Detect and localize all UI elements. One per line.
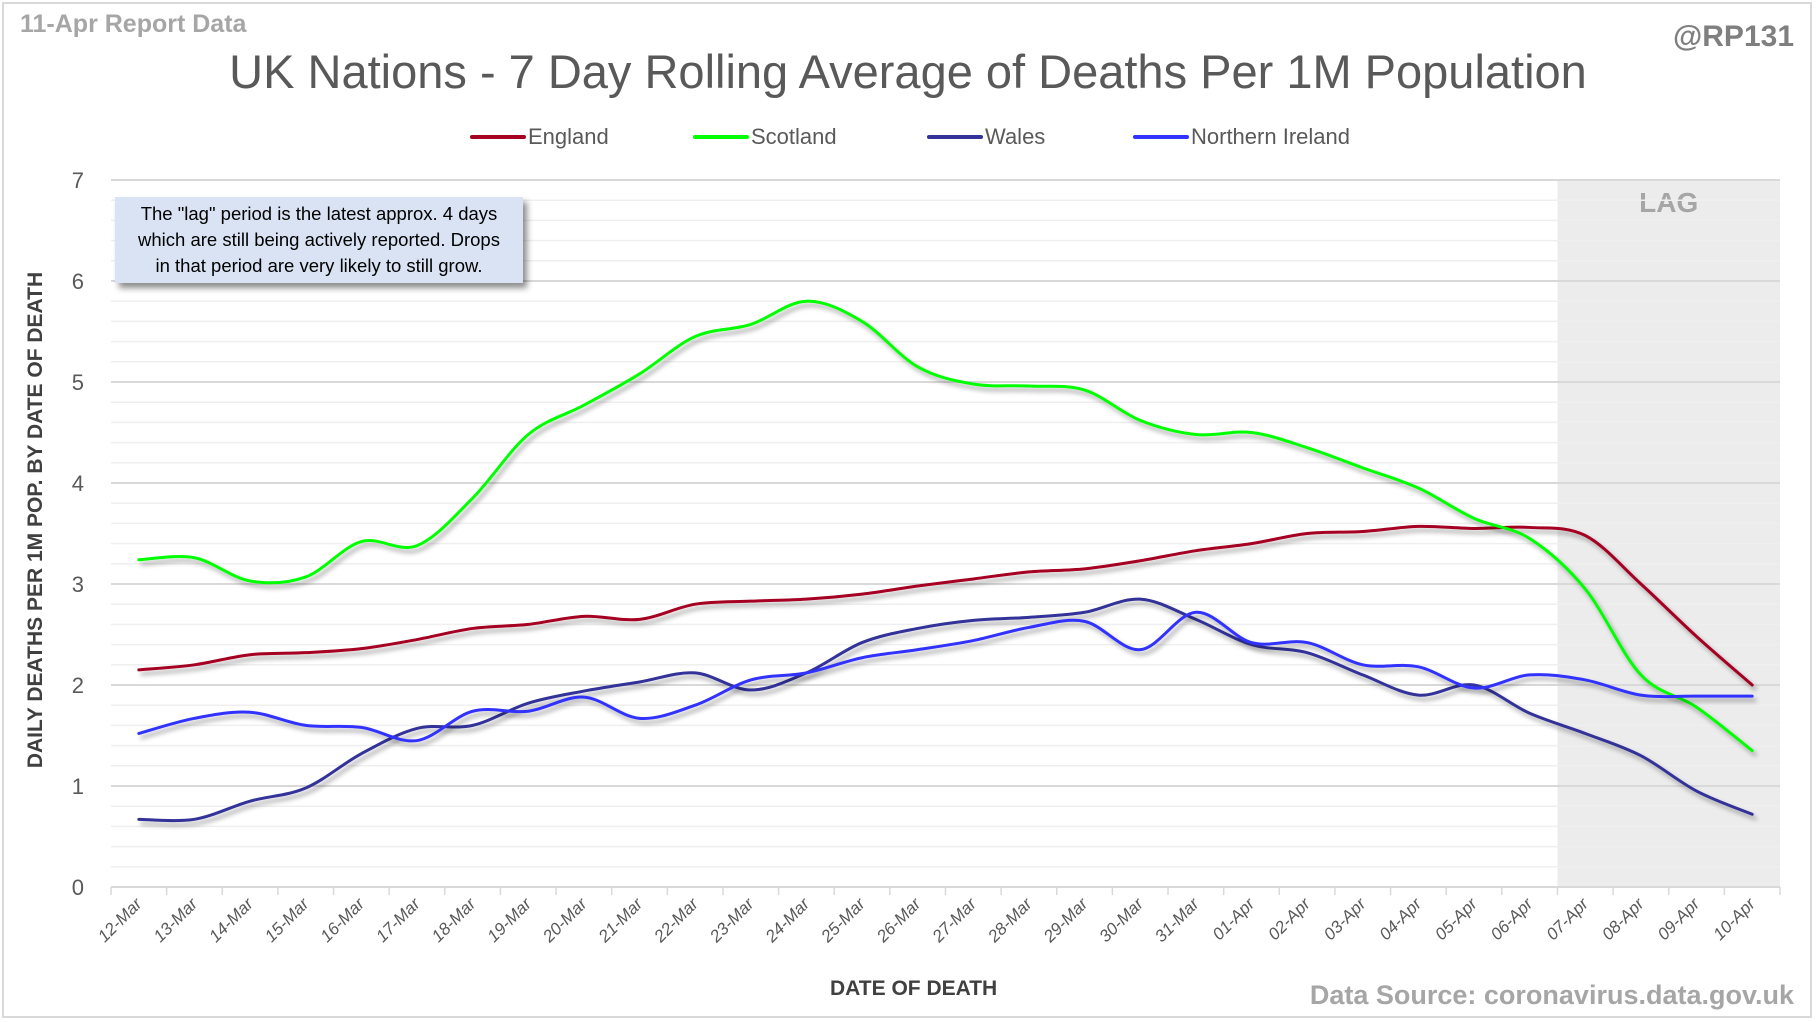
y-tick-label: 4 xyxy=(72,471,84,496)
x-tick-label: 30-Mar xyxy=(1096,893,1148,945)
y-tick-label: 1 xyxy=(72,774,84,799)
x-tick-label: 06-Apr xyxy=(1487,893,1537,943)
x-tick-label: 21-Mar xyxy=(594,893,647,946)
lag-region xyxy=(1557,180,1780,887)
x-tick-label: 16-Mar xyxy=(317,893,369,945)
y-tick-label: 3 xyxy=(72,572,84,597)
annotation-line: in that period are very likely to still … xyxy=(155,255,483,276)
legend-label: England xyxy=(528,124,609,149)
chart-title: UK Nations - 7 Day Rolling Average of De… xyxy=(229,45,1587,98)
x-tick-label: 07-Apr xyxy=(1543,893,1593,943)
x-tick-label: 26-Mar xyxy=(872,893,925,946)
y-tick-label: 7 xyxy=(72,168,84,193)
x-tick-label: 13-Mar xyxy=(150,893,202,945)
y-tick-label: 0 xyxy=(72,875,84,900)
x-tick-label: 08-Apr xyxy=(1598,893,1648,943)
x-tick-label: 04-Apr xyxy=(1376,893,1426,943)
lag-annotation-box: The "lag" period is the latest approx. 4… xyxy=(115,197,523,283)
legend-swatch-england xyxy=(470,135,526,139)
x-tick-label: 25-Mar xyxy=(817,893,870,946)
x-axis-label: DATE OF DEATH xyxy=(830,977,998,1000)
x-tick-label: 22-Mar xyxy=(650,893,703,946)
x-tick-label: 02-Apr xyxy=(1264,893,1314,943)
data-source: Data Source: coronavirus.data.gov.uk xyxy=(1309,980,1794,1010)
x-tick-label: 12-Mar xyxy=(94,893,146,945)
series-line-england xyxy=(137,524,1754,687)
x-tick-label: 14-Mar xyxy=(205,893,257,945)
x-tick-label: 20-Mar xyxy=(538,893,591,946)
legend-swatch-wales xyxy=(927,135,983,139)
series-line-northern-ireland xyxy=(137,610,1754,743)
author-handle: @RP131 xyxy=(1673,20,1794,53)
x-tick-label: 28-Mar xyxy=(984,893,1037,946)
x-tick-label: 05-Apr xyxy=(1431,893,1481,943)
y-tick-label: 5 xyxy=(72,370,84,395)
legend-label: Wales xyxy=(985,124,1046,149)
report-date: 11-Apr Report Data xyxy=(20,10,247,38)
y-axis-label: DAILY DEATHS PER 1M POP. BY DATE OF DEAT… xyxy=(24,271,47,769)
legend-label: Northern Ireland xyxy=(1191,124,1350,149)
x-tick-label: 15-Mar xyxy=(261,893,313,945)
y-tick-label: 6 xyxy=(72,269,84,294)
annotation-line: The "lag" period is the latest approx. 4… xyxy=(140,203,498,224)
x-tick-label: 03-Apr xyxy=(1320,893,1370,943)
annotation-line: which are still being actively reported.… xyxy=(138,229,500,250)
legend-swatch-scotland xyxy=(693,135,749,139)
x-tick-label: 19-Mar xyxy=(484,893,536,945)
legend-item-northern-ireland: Northern Ireland xyxy=(1133,124,1350,150)
legend-label: Scotland xyxy=(751,124,837,149)
legend-swatch-northern-ireland xyxy=(1133,135,1189,139)
x-tick-label: 10-Apr xyxy=(1709,893,1759,943)
y-tick-label: 2 xyxy=(72,673,84,698)
x-tick-label: 09-Apr xyxy=(1654,893,1704,943)
x-tick-label: 27-Mar xyxy=(928,893,981,946)
x-tick-label: 24-Mar xyxy=(761,893,814,946)
x-tick-label: 18-Mar xyxy=(428,893,480,945)
legend: England Scotland Wales Northern Ireland xyxy=(0,124,1816,156)
x-tick-label: 23-Mar xyxy=(705,893,758,946)
series-line-scotland xyxy=(137,299,1754,753)
series-line-wales xyxy=(137,597,1754,823)
x-tick-label: 17-Mar xyxy=(372,893,424,945)
x-tick-label: 01-Apr xyxy=(1209,893,1259,943)
lag-label: LAG xyxy=(1639,187,1698,218)
legend-item-england: England xyxy=(470,124,609,150)
legend-item-scotland: Scotland xyxy=(693,124,837,150)
legend-item-wales: Wales xyxy=(927,124,1045,150)
x-tick-label: 29-Mar xyxy=(1039,893,1092,946)
x-tick-label: 31-Mar xyxy=(1151,893,1203,945)
